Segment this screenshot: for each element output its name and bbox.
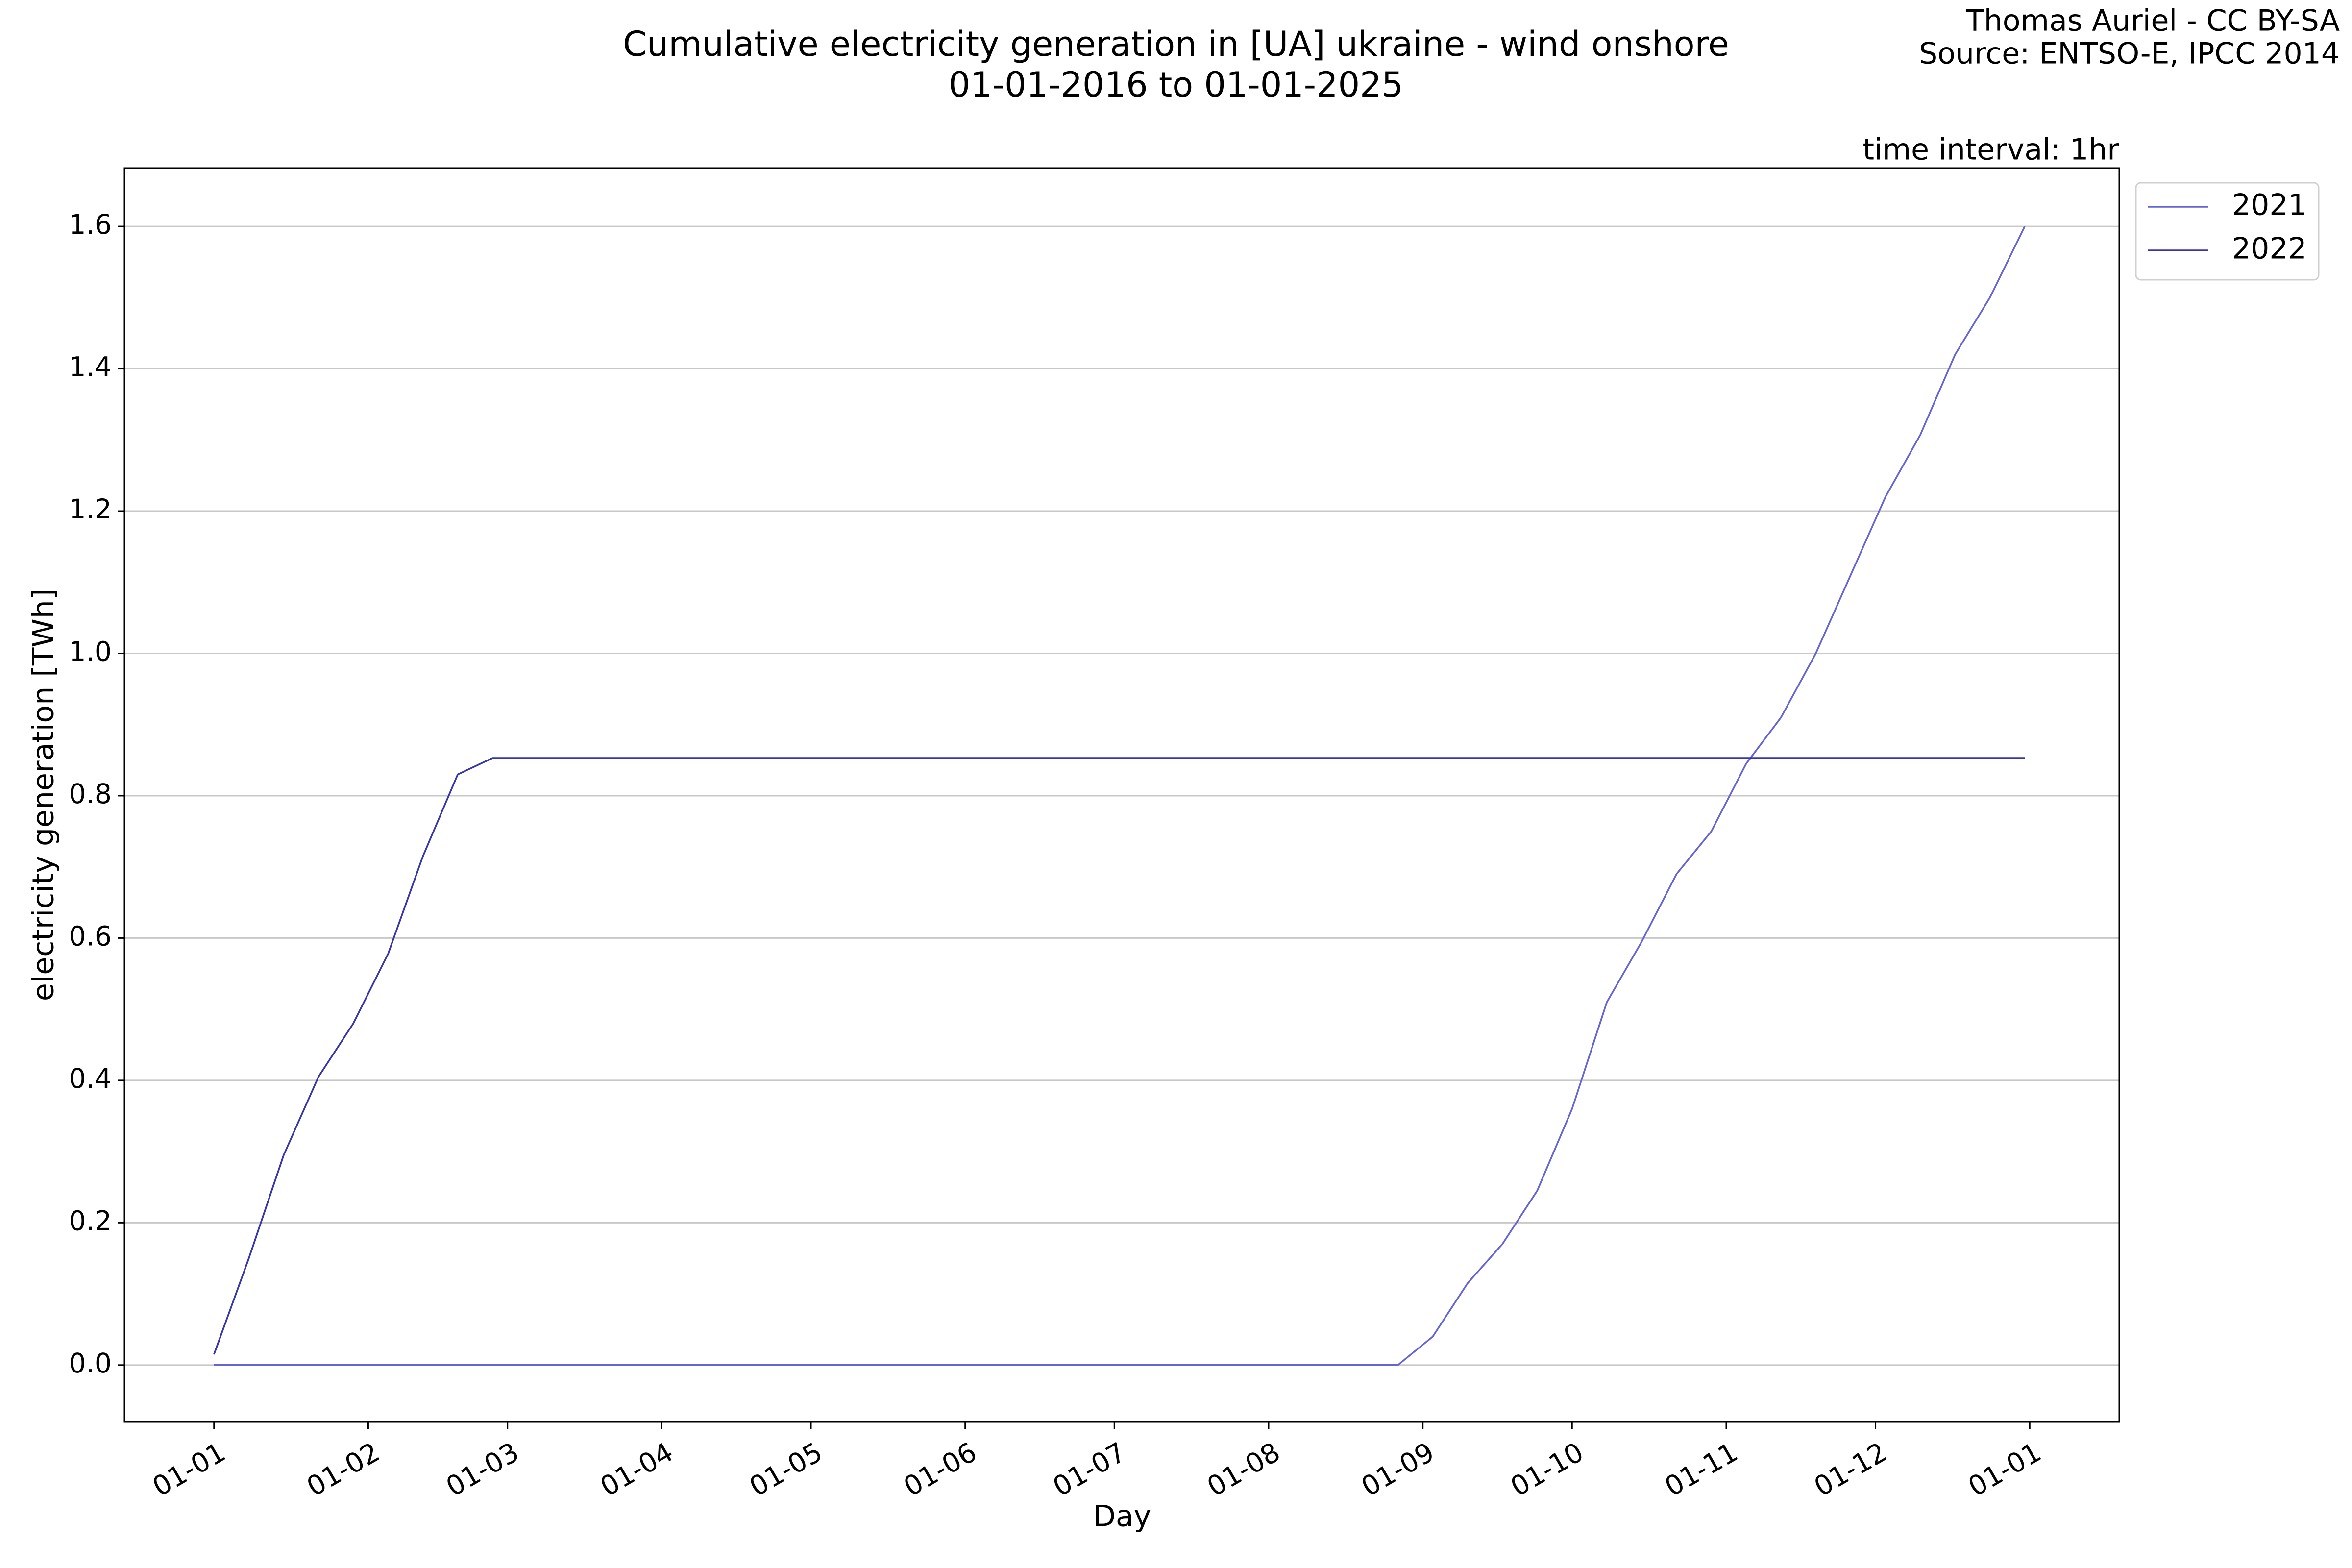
y-tick-label: 1.6 (69, 209, 112, 240)
interval-note: time interval: 1hr (1862, 133, 2119, 167)
series-line (213, 757, 2025, 1355)
y-tick-label: 0.6 (69, 921, 112, 952)
y-tick-label: 1.2 (69, 493, 112, 525)
legend-label: 2021 (2232, 188, 2307, 222)
y-tick-label: 1.4 (69, 351, 112, 383)
legend-label: 2022 (2232, 232, 2307, 266)
y-tick-label: 0.8 (69, 778, 112, 809)
y-tick-label: 1.0 (69, 636, 112, 667)
y-tick-label: 0.0 (69, 1348, 112, 1379)
chart-subtitle: 01-01-2016 to 01-01-2025 (949, 65, 1403, 105)
y-tick-label: 0.4 (69, 1063, 112, 1094)
series-line (214, 226, 2026, 1366)
credit: Thomas Auriel - CC BY-SA (1965, 4, 2340, 38)
plot-frame (123, 167, 2120, 1423)
source: Source: ENTSO-E, IPCC 2014 (1919, 37, 2340, 71)
y-tick-label: 0.2 (69, 1205, 112, 1236)
x-axis-label: Day (1093, 1499, 1151, 1534)
y-axis-label: electricity generation [TWh] (26, 588, 61, 1001)
chart-title: Cumulative electricity generation in [UA… (623, 24, 1729, 64)
